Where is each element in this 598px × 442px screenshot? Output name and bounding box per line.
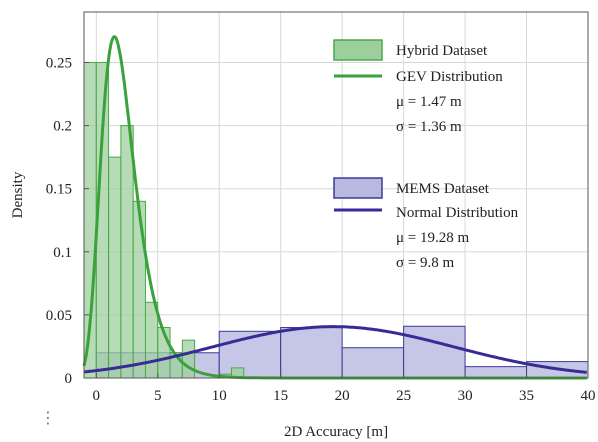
bar-mems-dataset (280, 327, 343, 379)
legend-stat-mu-hybrid: μ = 1.47 m (396, 94, 462, 110)
x-tick-label: 15 (273, 388, 288, 404)
vertical-ellipsis-icon[interactable]: ⋮ (40, 408, 56, 427)
legend: Hybrid Dataset GEV Distribution μ = 1.47… (333, 39, 519, 271)
legend-label-normal: Normal Distribution (396, 205, 519, 221)
plot-frame (83, 11, 589, 379)
bar-mems-dataset (464, 366, 528, 379)
bar-hybrid-dataset (120, 125, 134, 379)
legend-label-mems: MEMS Dataset (396, 181, 490, 197)
x-tick-label: 20 (335, 388, 350, 404)
x-tick-label: 10 (212, 388, 227, 404)
y-axis-ticks: 0 0.05 0.1 0.15 0.2 0.25 (46, 55, 89, 387)
x-axis-label: 2D Accuracy [m] (284, 424, 388, 440)
bar-hybrid-dataset (108, 156, 122, 379)
y-tick-label: 0.15 (46, 182, 72, 198)
x-tick-label: 35 (519, 388, 534, 404)
legend-label-hybrid: Hybrid Dataset (396, 43, 488, 59)
y-tick-label: 0.25 (46, 55, 72, 71)
legend-stat-mu-mems: μ = 19.28 m (396, 230, 470, 246)
y-axis-label: Density (10, 171, 26, 218)
legend-stat-sigma-hybrid: σ = 1.36 m (396, 119, 462, 135)
x-axis-ticks: 0 5 10 15 20 25 30 35 40 (93, 373, 596, 404)
legend-patch-hybrid (333, 39, 383, 61)
legend-stat-sigma-mems: σ = 9.8 m (396, 255, 455, 271)
x-tick-label: 0 (93, 388, 101, 404)
x-tick-label: 40 (581, 388, 596, 404)
bar-hybrid-dataset (144, 301, 159, 379)
bar-hybrid-dataset (181, 339, 196, 379)
bar-hybrid-dataset (132, 200, 146, 379)
y-tick-label: 0.05 (46, 308, 72, 324)
curve-normal-distribution (83, 325, 587, 374)
y-tick-label: 0 (65, 371, 73, 387)
x-tick-label: 25 (396, 388, 411, 404)
y-tick-label: 0.1 (53, 245, 72, 261)
bar-mems-dataset (341, 347, 405, 379)
x-tick-label: 30 (458, 388, 473, 404)
legend-label-gev: GEV Distribution (396, 69, 503, 85)
legend-patch-mems (333, 177, 383, 199)
bar-mems-dataset (403, 325, 466, 379)
x-tick-label: 5 (154, 388, 162, 404)
y-tick-label: 0.2 (53, 119, 72, 135)
